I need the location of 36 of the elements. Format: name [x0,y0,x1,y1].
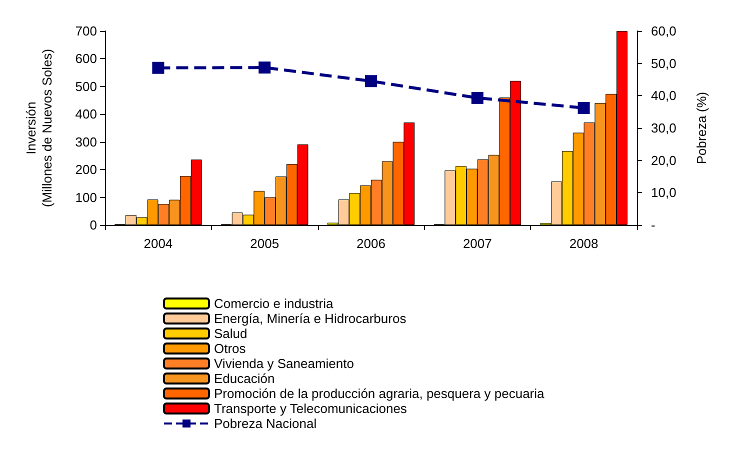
y-tick-label: 100 [75,190,97,205]
x-tick-label: 2004 [144,236,173,251]
legend-label: Otros [214,341,246,356]
legend-label: Pobreza Nacional [214,416,317,431]
x-tick-label: 2007 [462,236,492,251]
y-tick-label: 200 [75,162,97,178]
y2-tick-label: 60,0 [651,24,676,38]
y2-tick-label: 30,0 [651,120,676,136]
y-tick-label: 0 [90,218,97,232]
legend-label: Energía, Minería e Hidrocarburos [214,311,407,326]
legend-label: Educación [214,371,275,386]
legend-label: Vivienda y Saneamiento [214,356,354,371]
y2-tick-label: 10,0 [651,185,676,200]
legend-label: Salud [214,326,248,341]
y-tick-label: 500 [75,78,97,94]
y-tick-label: 400 [75,106,97,122]
point [578,102,590,114]
y-tick-label: 600 [75,51,97,66]
y-tick-label: 700 [75,24,97,38]
x-tick-label: 2006 [356,236,386,251]
x-tick-label: 2005 [250,236,280,251]
y-tick-label: 300 [75,134,97,150]
x-tick-label: 2008 [569,236,598,251]
legend-label: Promoción de la producción agraria, pesquera y pecuaria [214,386,546,401]
y-axis-title: Inversión (Millones de Nuevos Soles) [24,48,54,208]
point [258,62,271,74]
y2-tick-label: 20,0 [651,152,676,168]
point [365,75,377,88]
y2-tick-label: - [651,218,656,232]
y2-axis-title: Pobreza (%) [694,92,709,164]
y2-tick-label: 50,0 [651,56,676,71]
y2-tick-label: 40,0 [651,88,676,104]
legend-label: Comercio e industria [214,296,334,311]
point [471,92,484,104]
legend-label: Transporte y Telecomunicaciones [214,401,408,416]
point [152,62,164,74]
